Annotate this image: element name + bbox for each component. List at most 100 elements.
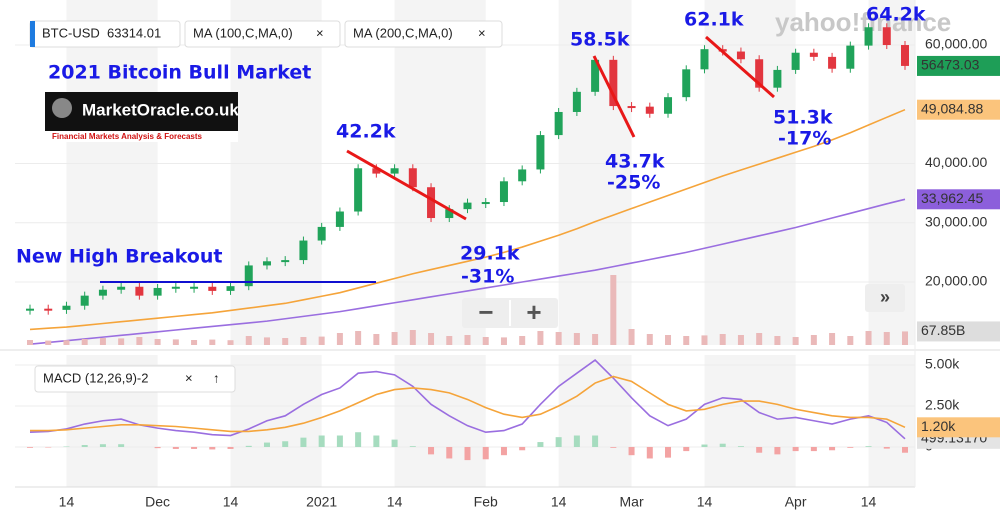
histogram-bar	[500, 446, 507, 456]
histogram-bar	[227, 446, 234, 449]
histogram-bar	[701, 444, 708, 447]
histogram-bar	[81, 445, 88, 447]
histogram-bar	[883, 446, 890, 449]
candle	[354, 168, 363, 212]
annotation: -17%	[778, 128, 831, 150]
candle	[609, 59, 618, 107]
trend-line	[592, 55, 636, 138]
candle	[572, 91, 581, 112]
histogram-bar	[355, 432, 362, 447]
volume-bar	[373, 334, 380, 345]
histogram-bar	[409, 446, 416, 447]
volume-bar	[81, 339, 88, 345]
candle	[62, 305, 71, 310]
move-icon[interactable]: ↑	[213, 370, 220, 385]
last-value-flag	[917, 55, 1000, 76]
scroll-icon[interactable]: »	[880, 287, 890, 307]
quote: 63314.01	[107, 25, 161, 40]
band	[66, 0, 158, 345]
candle	[244, 265, 253, 287]
volume-bar	[300, 337, 307, 345]
zoom-out[interactable]: −	[478, 297, 493, 327]
histogram-bar	[792, 446, 799, 452]
close-icon[interactable]: ×	[478, 25, 486, 40]
band	[394, 0, 486, 345]
volume-bar	[719, 334, 726, 345]
scroll-button[interactable]: »	[865, 284, 905, 312]
last-value-label: 33,962.45	[921, 190, 983, 206]
histogram-bar	[172, 446, 179, 449]
legend-entry: MA (100,C,MA,0)	[193, 25, 293, 40]
candle	[281, 260, 290, 263]
candle	[846, 45, 855, 69]
candle	[773, 69, 782, 88]
histogram-bar	[646, 446, 653, 459]
annotation: 64.2k	[866, 4, 926, 26]
histogram-bar	[555, 437, 562, 447]
volume-bar	[537, 331, 544, 345]
line	[29, 108, 906, 331]
symbol-pill[interactable]: BTC-USD 63314.01	[29, 20, 181, 48]
ma200-pill[interactable]: MA (200,C,MA,0) ×	[344, 20, 503, 48]
candle	[791, 52, 800, 70]
histogram-bar	[446, 446, 453, 459]
volume-bar	[245, 336, 252, 345]
candle	[427, 187, 436, 219]
volume-bar	[118, 338, 125, 345]
volume-bar	[391, 332, 398, 345]
candle	[627, 106, 636, 109]
trend-line	[346, 149, 467, 221]
x-tick-label: 14	[223, 494, 239, 510]
candle	[864, 27, 873, 46]
x-tick-label: Apr	[785, 494, 807, 510]
candle	[372, 168, 381, 174]
close-icon[interactable]: ×	[185, 370, 193, 385]
ma100-pill[interactable]: MA (100,C,MA,0) ×	[184, 20, 341, 48]
volume-bar	[45, 340, 52, 345]
candle	[536, 135, 545, 170]
band	[230, 355, 322, 487]
histogram-bar	[902, 446, 908, 453]
histogram-bar	[683, 446, 690, 452]
x-tick-label: Feb	[474, 494, 498, 510]
volume-bar	[774, 336, 781, 345]
volume-bar	[63, 340, 70, 345]
zoom-in[interactable]: +	[526, 297, 541, 327]
annotation: 58.5k	[570, 29, 630, 51]
candle	[390, 168, 399, 174]
last-value-label: 67.85B	[921, 322, 965, 338]
candle	[408, 168, 417, 188]
symbol: BTC-USD	[42, 25, 100, 40]
histogram-bar	[428, 446, 435, 455]
candle	[445, 209, 454, 219]
annotation: New High Breakout	[16, 246, 222, 268]
volume-bar	[865, 331, 872, 345]
candle	[317, 226, 326, 241]
histogram-bar	[27, 446, 33, 448]
candle	[499, 181, 508, 203]
last-value-flag	[917, 99, 1000, 120]
close-icon[interactable]: ×	[316, 25, 324, 40]
histogram-bar	[336, 435, 343, 447]
candle	[226, 286, 235, 291]
band	[230, 0, 322, 345]
annotation: -25%	[607, 172, 660, 194]
volume-bar	[136, 337, 143, 345]
band	[704, 0, 796, 345]
logo-name: MarketOracle.co.uk	[82, 100, 239, 119]
macd-pill[interactable]: MACD (12,26,9)-2 × ↑	[34, 365, 236, 393]
histogram-bar	[318, 435, 325, 447]
histogram-bar	[154, 446, 161, 449]
last-value-label: 49,084.88	[921, 100, 983, 116]
volume-bar	[428, 333, 435, 345]
band	[394, 355, 486, 487]
annotation: -31%	[461, 266, 514, 288]
candle	[262, 261, 271, 266]
candle	[682, 69, 691, 98]
volume-bar	[27, 340, 33, 345]
annotation: 51.3k	[773, 107, 833, 129]
volume-bar	[902, 331, 908, 345]
candle	[882, 27, 891, 46]
volume-bar	[482, 337, 489, 345]
